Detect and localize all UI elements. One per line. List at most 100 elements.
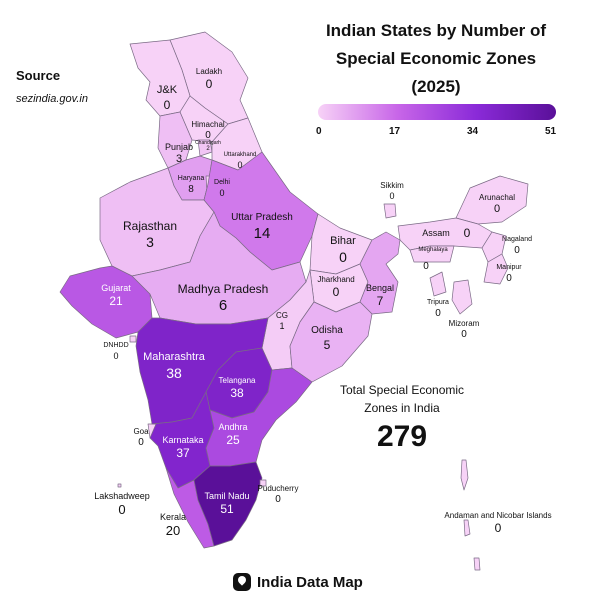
label-name: Himachal bbox=[191, 120, 225, 129]
label-value: 0 bbox=[494, 521, 502, 535]
region-manipur bbox=[483, 253, 509, 285]
label-tripura: Tripura 0 bbox=[427, 299, 449, 320]
label-goa: Goa 0 bbox=[133, 427, 148, 450]
legend-tick-3: 51 bbox=[545, 126, 557, 137]
label-value: 0 bbox=[389, 191, 395, 201]
label-name: Meghalaya bbox=[418, 247, 448, 253]
label-value: 20 bbox=[165, 523, 181, 539]
brand-text: India Data Map bbox=[257, 573, 363, 591]
label-name: Goa bbox=[133, 427, 149, 436]
label-name: CG bbox=[276, 311, 288, 320]
label-name: Jharkhand bbox=[317, 275, 355, 284]
label-value: 25 bbox=[226, 433, 240, 448]
region-odisha bbox=[289, 301, 373, 383]
label-name: Telangana bbox=[218, 376, 256, 385]
label-name: DNHDD bbox=[103, 342, 129, 349]
source-value: sezindia.gov.in bbox=[16, 93, 88, 105]
label-name: Maharashtra bbox=[143, 351, 205, 363]
label-value: 2 bbox=[206, 146, 210, 153]
label-value: 0 bbox=[332, 285, 340, 299]
region-puducherry bbox=[259, 479, 267, 487]
total-label: Total Special Economic Zones in India bbox=[334, 381, 470, 417]
region-bengal bbox=[359, 231, 401, 315]
label-name: Lakshadweep bbox=[94, 491, 150, 501]
label-value: 3 bbox=[175, 153, 183, 166]
label-ladakh: Ladakh 0 bbox=[196, 67, 222, 92]
region-dnhdd bbox=[129, 335, 137, 343]
label-value: 0 bbox=[163, 97, 171, 112]
label-value: 0 bbox=[205, 130, 211, 141]
label-andaman: Andaman and Nicobar Islands 0 bbox=[444, 511, 551, 536]
label-name: Delhi bbox=[214, 179, 230, 186]
label-name: Bihar bbox=[330, 235, 356, 247]
region-meghalaya bbox=[409, 245, 455, 263]
region-andaman bbox=[460, 459, 481, 571]
label-name: Tamil Nadu bbox=[204, 491, 250, 501]
label-name: Tripura bbox=[427, 299, 449, 306]
label-name: Mizoram bbox=[448, 319, 480, 328]
label-name: Nagaland bbox=[502, 236, 532, 243]
region-tripura bbox=[429, 271, 447, 297]
label-mizoram: Mizoram 0 bbox=[449, 319, 480, 342]
title-line-1: Indian States by Number of bbox=[325, 21, 547, 40]
label-lakshadweep: Lakshadweep 0 bbox=[94, 491, 150, 519]
label-name: Punjab bbox=[164, 142, 194, 152]
label-bihar: Bihar 0 bbox=[330, 235, 356, 266]
label-maharashtra: Maharashtra 38 bbox=[143, 351, 205, 382]
label-value: 38 bbox=[230, 386, 244, 400]
label-name: Chandigarh bbox=[195, 140, 221, 146]
label-punjab: Punjab 3 bbox=[165, 142, 193, 167]
label-name: Haryana bbox=[177, 175, 205, 182]
total-label-line-1: Total Special Economic bbox=[339, 383, 465, 397]
label-gujarat: Gujarat 21 bbox=[101, 283, 131, 309]
label-value: 0 bbox=[237, 159, 243, 170]
legend-tick-1: 17 bbox=[389, 126, 401, 137]
label-value: 8 bbox=[188, 183, 194, 195]
label-puducherry: Puducherry 0 bbox=[258, 484, 299, 507]
label-value: 38 bbox=[166, 364, 182, 381]
label-chandigarh: Chandigarh 2 bbox=[195, 140, 221, 154]
label-value: 7 bbox=[376, 294, 384, 309]
label-rajasthan: Rajasthan 3 bbox=[123, 219, 177, 252]
label-name: Manipur bbox=[496, 264, 522, 271]
legend-tick-0: 0 bbox=[316, 126, 322, 137]
label-value: 0 bbox=[138, 437, 144, 448]
label-jk: J&K 0 bbox=[157, 84, 177, 113]
label-name: Bengal bbox=[365, 283, 395, 293]
label-haryana: Haryana 8 bbox=[178, 175, 204, 196]
label-nagaland: Nagaland 0 bbox=[502, 236, 532, 257]
label-cg: CG 1 bbox=[276, 311, 288, 332]
label-manipur: Manipur 0 bbox=[496, 264, 521, 285]
region-lakshadweep bbox=[117, 483, 122, 488]
label-name: Odisha bbox=[311, 325, 343, 336]
label-name: Rajasthan bbox=[122, 219, 178, 233]
total-value: 279 bbox=[376, 420, 428, 453]
label-jharkhand: Jharkhand 0 bbox=[317, 275, 354, 300]
label-karnataka: Karnataka 37 bbox=[162, 435, 203, 461]
label-sikkim: Sikkim 0 bbox=[380, 181, 404, 202]
label-name: Andhra bbox=[218, 422, 248, 432]
label-value: 0 bbox=[275, 494, 281, 505]
label-name: Sikkim bbox=[380, 181, 404, 190]
label-value: 0 bbox=[506, 272, 512, 284]
total-label-line-2: Zones in India bbox=[364, 401, 440, 415]
label-value: 0 bbox=[118, 502, 126, 518]
label-value: 0 bbox=[113, 350, 119, 361]
label-value: 5 bbox=[323, 337, 331, 352]
label-value: 14 bbox=[253, 224, 271, 242]
label-himachal: Himachal 0 bbox=[191, 120, 224, 143]
label-value: 0 bbox=[339, 248, 347, 265]
label-value: 0 bbox=[463, 226, 471, 240]
label-value: 6 bbox=[218, 297, 228, 314]
legend-gradient-bar bbox=[318, 104, 556, 120]
source-heading: Source bbox=[16, 68, 61, 83]
label-name: Uttarakhand bbox=[223, 152, 257, 158]
map-pin-icon bbox=[233, 573, 251, 591]
label-name: Ladakh bbox=[195, 67, 223, 76]
label-tamilnadu: Tamil Nadu 51 bbox=[204, 491, 249, 517]
label-value: 0 bbox=[219, 187, 225, 198]
region-andhra bbox=[205, 367, 313, 467]
label-name: Uttar Pradesh bbox=[231, 212, 293, 223]
label-delhi: Delhi 0 bbox=[214, 179, 230, 199]
